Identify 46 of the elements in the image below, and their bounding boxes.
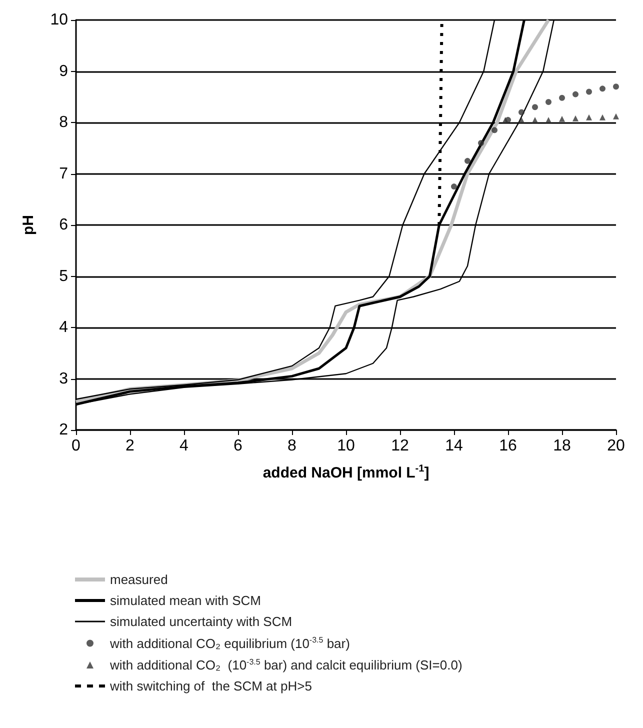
x-tick-label: 12 bbox=[391, 438, 409, 454]
point bbox=[586, 88, 592, 95]
point bbox=[572, 91, 578, 98]
point bbox=[464, 158, 470, 164]
point bbox=[492, 127, 498, 134]
y-tick-label: 8 bbox=[59, 114, 68, 131]
x-tick-label: 4 bbox=[180, 438, 189, 454]
point bbox=[451, 184, 457, 190]
point bbox=[546, 99, 552, 105]
legend-label: with switching of the SCM at pH>5 bbox=[109, 678, 312, 694]
point bbox=[478, 140, 484, 146]
y-tick-label: 3 bbox=[59, 370, 68, 388]
x-tick-label: 10 bbox=[337, 438, 355, 454]
x-tick-label: 2 bbox=[126, 438, 135, 454]
point bbox=[613, 84, 619, 90]
y-tick-label: 6 bbox=[59, 216, 68, 234]
y-axis-title: pH bbox=[20, 215, 37, 235]
point bbox=[532, 116, 538, 123]
point bbox=[613, 113, 619, 120]
x-tick-label: 14 bbox=[445, 438, 463, 454]
x-tick-label: 18 bbox=[553, 438, 571, 454]
point bbox=[502, 116, 508, 123]
legend-label: simulated mean with SCM bbox=[110, 593, 261, 608]
point bbox=[586, 114, 592, 120]
point bbox=[518, 109, 524, 116]
point bbox=[559, 94, 565, 101]
x-tick-label: 16 bbox=[499, 438, 517, 454]
point bbox=[546, 116, 552, 123]
point bbox=[600, 114, 606, 120]
y-tick-label: 4 bbox=[59, 319, 68, 336]
x-tick-label: 8 bbox=[288, 438, 297, 454]
x-tick-label: 20 bbox=[607, 438, 625, 454]
point bbox=[559, 116, 565, 122]
y-tick-label: 5 bbox=[59, 268, 68, 285]
legend-label: measured bbox=[110, 572, 168, 587]
point bbox=[600, 86, 606, 92]
point bbox=[518, 116, 524, 123]
x-tick-label: 0 bbox=[72, 438, 81, 454]
legend-label: simulated uncertainty with SCM bbox=[110, 614, 292, 629]
y-tick-label: 2 bbox=[59, 422, 68, 438]
x-tick-label: 6 bbox=[234, 438, 243, 454]
y-tick-label: 10 bbox=[50, 12, 68, 28]
point bbox=[572, 115, 578, 122]
y-tick-label: 9 bbox=[59, 62, 68, 80]
point bbox=[532, 104, 538, 110]
y-tick-label: 7 bbox=[59, 165, 68, 182]
